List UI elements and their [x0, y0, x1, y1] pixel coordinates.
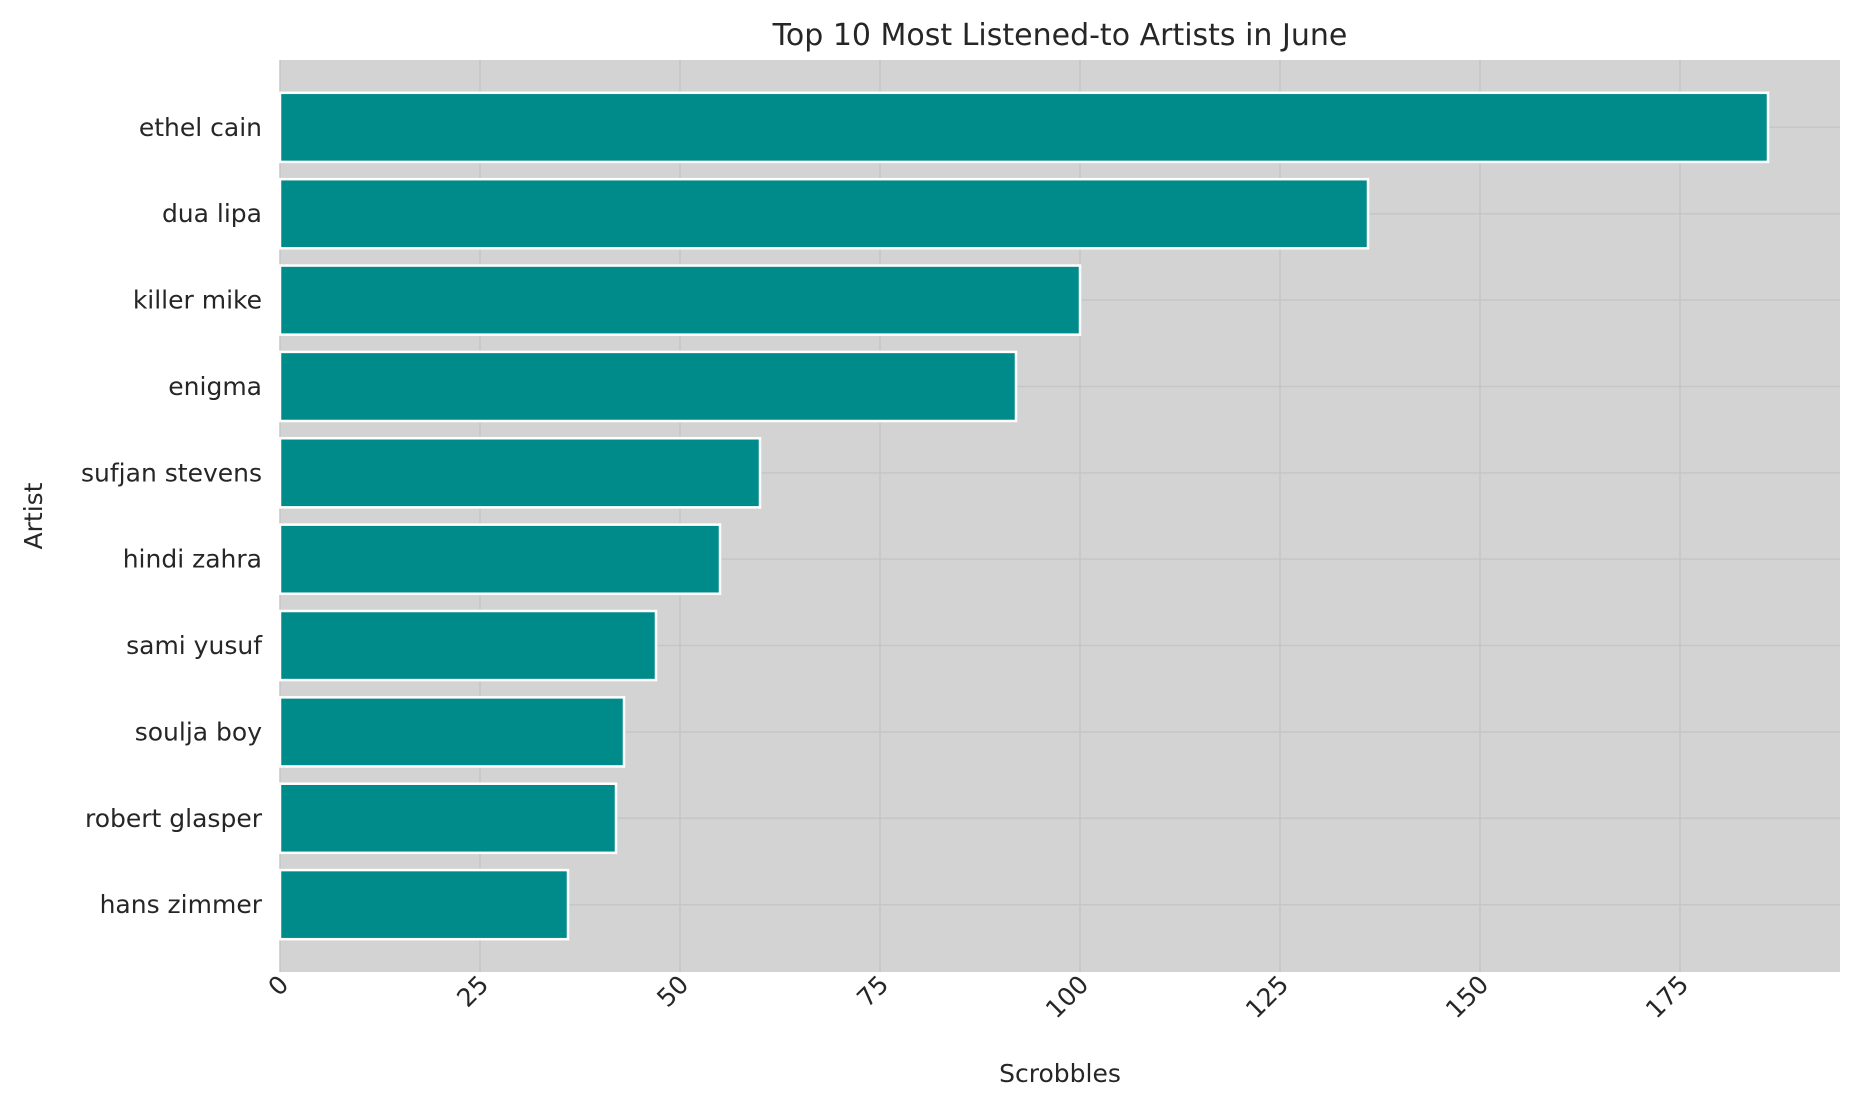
bar [278, 609, 658, 682]
y-tick-label: dua lipa [162, 199, 262, 228]
y-tick-label: hans zimmer [100, 890, 263, 919]
chart-title: Top 10 Most Listened-to Artists in June [772, 18, 1348, 53]
bar [278, 782, 618, 855]
bar [278, 264, 1082, 336]
y-tick-label: hindi zahra [123, 545, 262, 574]
y-tick-label: soulja boy [135, 717, 262, 746]
bar [278, 177, 1370, 250]
x-tick-label: 25 [451, 970, 494, 1013]
y-tick-labels: ethel cain dua lipa killer mike enigma sufja… [81, 113, 263, 919]
x-tick-label: 175 [1640, 970, 1694, 1024]
x-tick-labels: 0 25 50 75 100 125 150 175 [262, 970, 1694, 1024]
bar [278, 696, 626, 768]
bar [278, 437, 762, 509]
x-tick-label: 50 [651, 970, 694, 1013]
x-tick-label: 150 [1440, 970, 1494, 1024]
bar [278, 523, 722, 595]
x-tick-label: 125 [1240, 970, 1294, 1024]
y-tick-label: ethel cain [139, 113, 262, 142]
y-tick-label: sami yusuf [126, 631, 263, 660]
x-tick-label: 100 [1040, 970, 1094, 1024]
y-axis-label: Artist [19, 482, 48, 549]
bars [278, 91, 1770, 941]
bar [278, 350, 1018, 423]
y-tick-label: enigma [168, 372, 262, 401]
y-tick-label: robert glasper [85, 804, 263, 833]
bar [278, 868, 570, 941]
y-tick-label: sufjan stevens [81, 458, 262, 487]
x-axis-label: Scrobbles [999, 1059, 1121, 1088]
bar [278, 91, 1770, 164]
y-tick-label: killer mike [133, 286, 262, 315]
x-tick-label: 0 [262, 970, 294, 1002]
x-tick-label: 75 [851, 970, 894, 1013]
